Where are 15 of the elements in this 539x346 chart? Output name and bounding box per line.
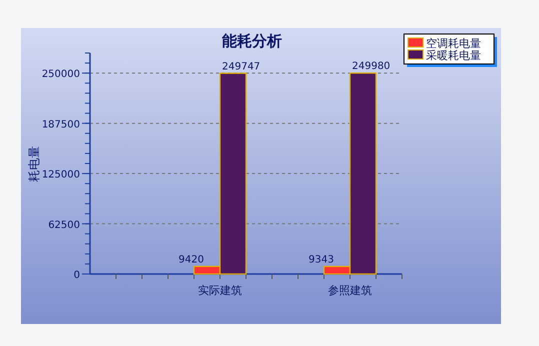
- chart-title: 能耗分析: [222, 32, 282, 50]
- y-tick-label: 62500: [48, 220, 80, 231]
- data-label: 9420: [178, 254, 204, 266]
- y-tick-label: 0: [74, 270, 80, 281]
- x-tick-label: 实际建筑: [198, 284, 242, 297]
- y-tick-label: 250000: [42, 69, 80, 80]
- y-tick-label: 187500: [42, 119, 80, 130]
- data-label: 249747: [222, 61, 260, 72]
- legend-label: 采暖耗电量: [426, 49, 481, 62]
- y-tick-label: 125000: [42, 170, 80, 181]
- data-label: 249980: [352, 61, 390, 72]
- x-tick-label: 参照建筑: [328, 284, 372, 297]
- data-label: 9343: [308, 254, 334, 266]
- y-axis-title: 耗电量: [27, 146, 41, 182]
- legend-label: 空调耗电量: [426, 37, 481, 50]
